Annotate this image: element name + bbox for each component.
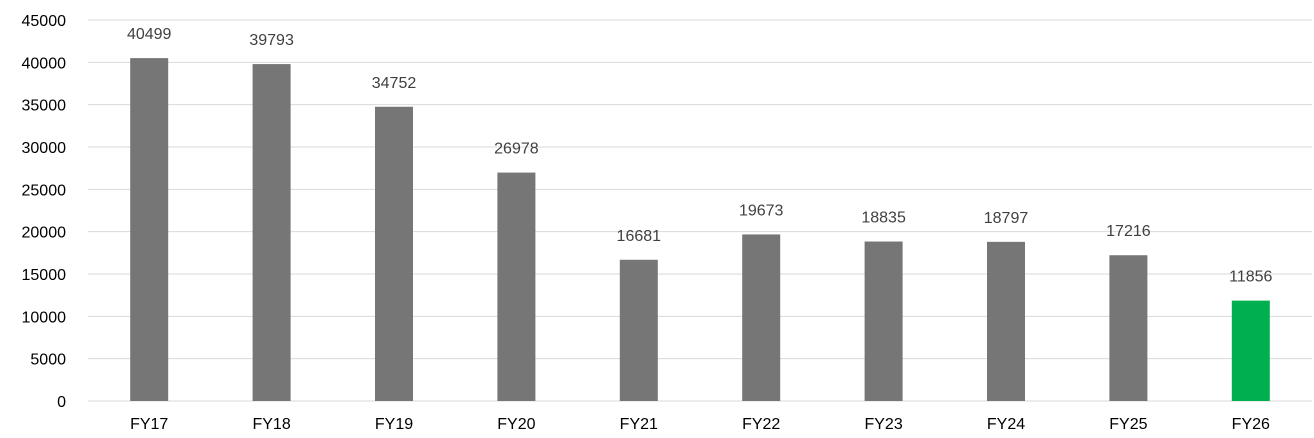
- data-labels: 40499 39793 34752 26978 16681 19673 18835 18797…: [127, 26, 1273, 286]
- y-tick-label: 20000: [22, 225, 67, 242]
- gridlines: [88, 19, 1312, 402]
- y-tick-label: 30000: [22, 140, 67, 157]
- data-label-fy21: 16681: [617, 228, 662, 245]
- data-label-fy26: 11856: [1229, 269, 1272, 286]
- bars: [130, 58, 1270, 402]
- y-tick-label: 45000: [22, 13, 67, 30]
- bar-fy22: [742, 234, 781, 401]
- x-tick-label-fy26: FY26: [1232, 416, 1270, 433]
- data-label-fy23: 18835: [861, 210, 906, 227]
- x-tick-label-fy19: FY19: [375, 416, 413, 433]
- x-axis-tick-labels: FY17 FY18 FY19 FY20 FY21 FY22 FY23 FY24 FY25 FY26: [130, 416, 1270, 433]
- y-tick-label: 10000: [22, 309, 67, 326]
- y-tick-label: 5000: [30, 352, 66, 369]
- bar-fy23: [864, 241, 903, 401]
- y-tick-label: 35000: [22, 98, 67, 115]
- bar-fy19: [375, 106, 413, 401]
- bar-fy18: [252, 64, 291, 401]
- y-axis-tick-labels: 0 5000 10000 15000 20000 25000 30000 35000 40000…: [22, 13, 67, 411]
- bar-fy26: [1231, 300, 1270, 401]
- bar-fy24: [987, 241, 1025, 401]
- data-label-fy18: 39793: [249, 32, 294, 49]
- x-tick-label-fy24: FY24: [987, 416, 1025, 433]
- x-tick-label-fy25: FY25: [1109, 416, 1147, 433]
- data-label-fy22: 19673: [739, 202, 784, 219]
- x-tick-label-fy21: FY21: [620, 416, 658, 433]
- x-tick-label-fy17: FY17: [130, 416, 168, 433]
- y-tick-label: 40000: [22, 55, 67, 72]
- data-label-fy17: 40499: [127, 26, 172, 43]
- x-tick-label-fy22: FY22: [742, 416, 780, 433]
- bar-fy17: [130, 58, 169, 402]
- data-label-fy24: 18797: [984, 210, 1029, 227]
- x-tick-label-fy20: FY20: [497, 416, 535, 433]
- bar-fy25: [1109, 255, 1148, 401]
- y-tick-label: 15000: [22, 267, 67, 284]
- bar-fy21: [619, 259, 658, 401]
- data-label-fy19: 34752: [372, 75, 417, 92]
- x-tick-label-fy23: FY23: [864, 416, 902, 433]
- y-tick-label: 25000: [22, 182, 67, 199]
- data-label-fy25: 17216: [1106, 223, 1151, 240]
- bar-fy20: [497, 172, 536, 401]
- x-tick-label-fy18: FY18: [252, 416, 290, 433]
- data-label-fy20: 26978: [494, 141, 539, 158]
- y-tick-label: 0: [57, 394, 66, 411]
